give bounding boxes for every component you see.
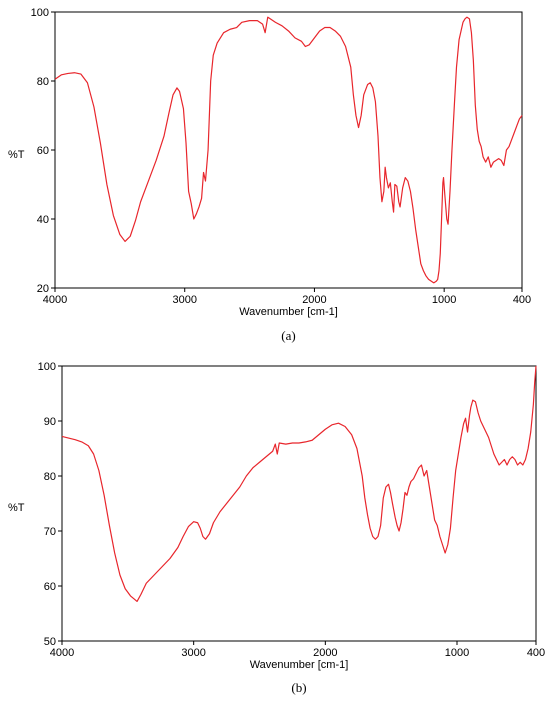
y-tick-label: 50 [44,636,56,648]
spectrum-line [61,365,537,602]
x-tick-label: 400 [527,647,545,659]
x-tick-label: 1000 [445,647,469,659]
x-tick-label: 2000 [313,647,337,659]
x-tick-label: 2000 [302,294,326,306]
chart-panel-a: 20 40 60 80 100 4000 3000 2000 1000 400 Wavenumber… [8,7,531,343]
y-tick-label: 80 [37,76,49,88]
plot-frame [61,365,537,642]
chart-panel-b: 50 60 70 80 90 100 4000 3000 2000 1000 400 Wavenumb… [8,361,545,695]
y-tick-label: 20 [37,283,49,295]
x-tick-label: 4000 [43,294,67,306]
x-tick-label: 3000 [172,294,196,306]
y-tick-label: 80 [44,471,56,483]
x-axis-title: Wavenumber [cm-1] [250,659,349,671]
y-tick-label: 100 [38,361,56,373]
y-tick-label: 70 [44,526,56,538]
panel-caption: (a) [281,328,295,343]
y-tick-label: 60 [37,145,49,157]
x-tick-label: 1000 [432,294,456,306]
y-tick-label: 100 [31,7,49,19]
x-tick-label: 4000 [50,647,74,659]
y-axis-title: %T [8,502,25,514]
spectrum-line [54,16,523,284]
x-axis-title: Wavenumber [cm-1] [239,306,338,318]
y-tick-label: 40 [37,214,49,226]
panel-caption: (b) [291,680,306,695]
y-axis-title: %T [8,149,25,161]
y-tick-label: 60 [44,581,56,593]
y-tick-label: 90 [44,416,56,428]
x-tick-label: 3000 [181,647,205,659]
x-tick-label: 400 [513,294,531,306]
